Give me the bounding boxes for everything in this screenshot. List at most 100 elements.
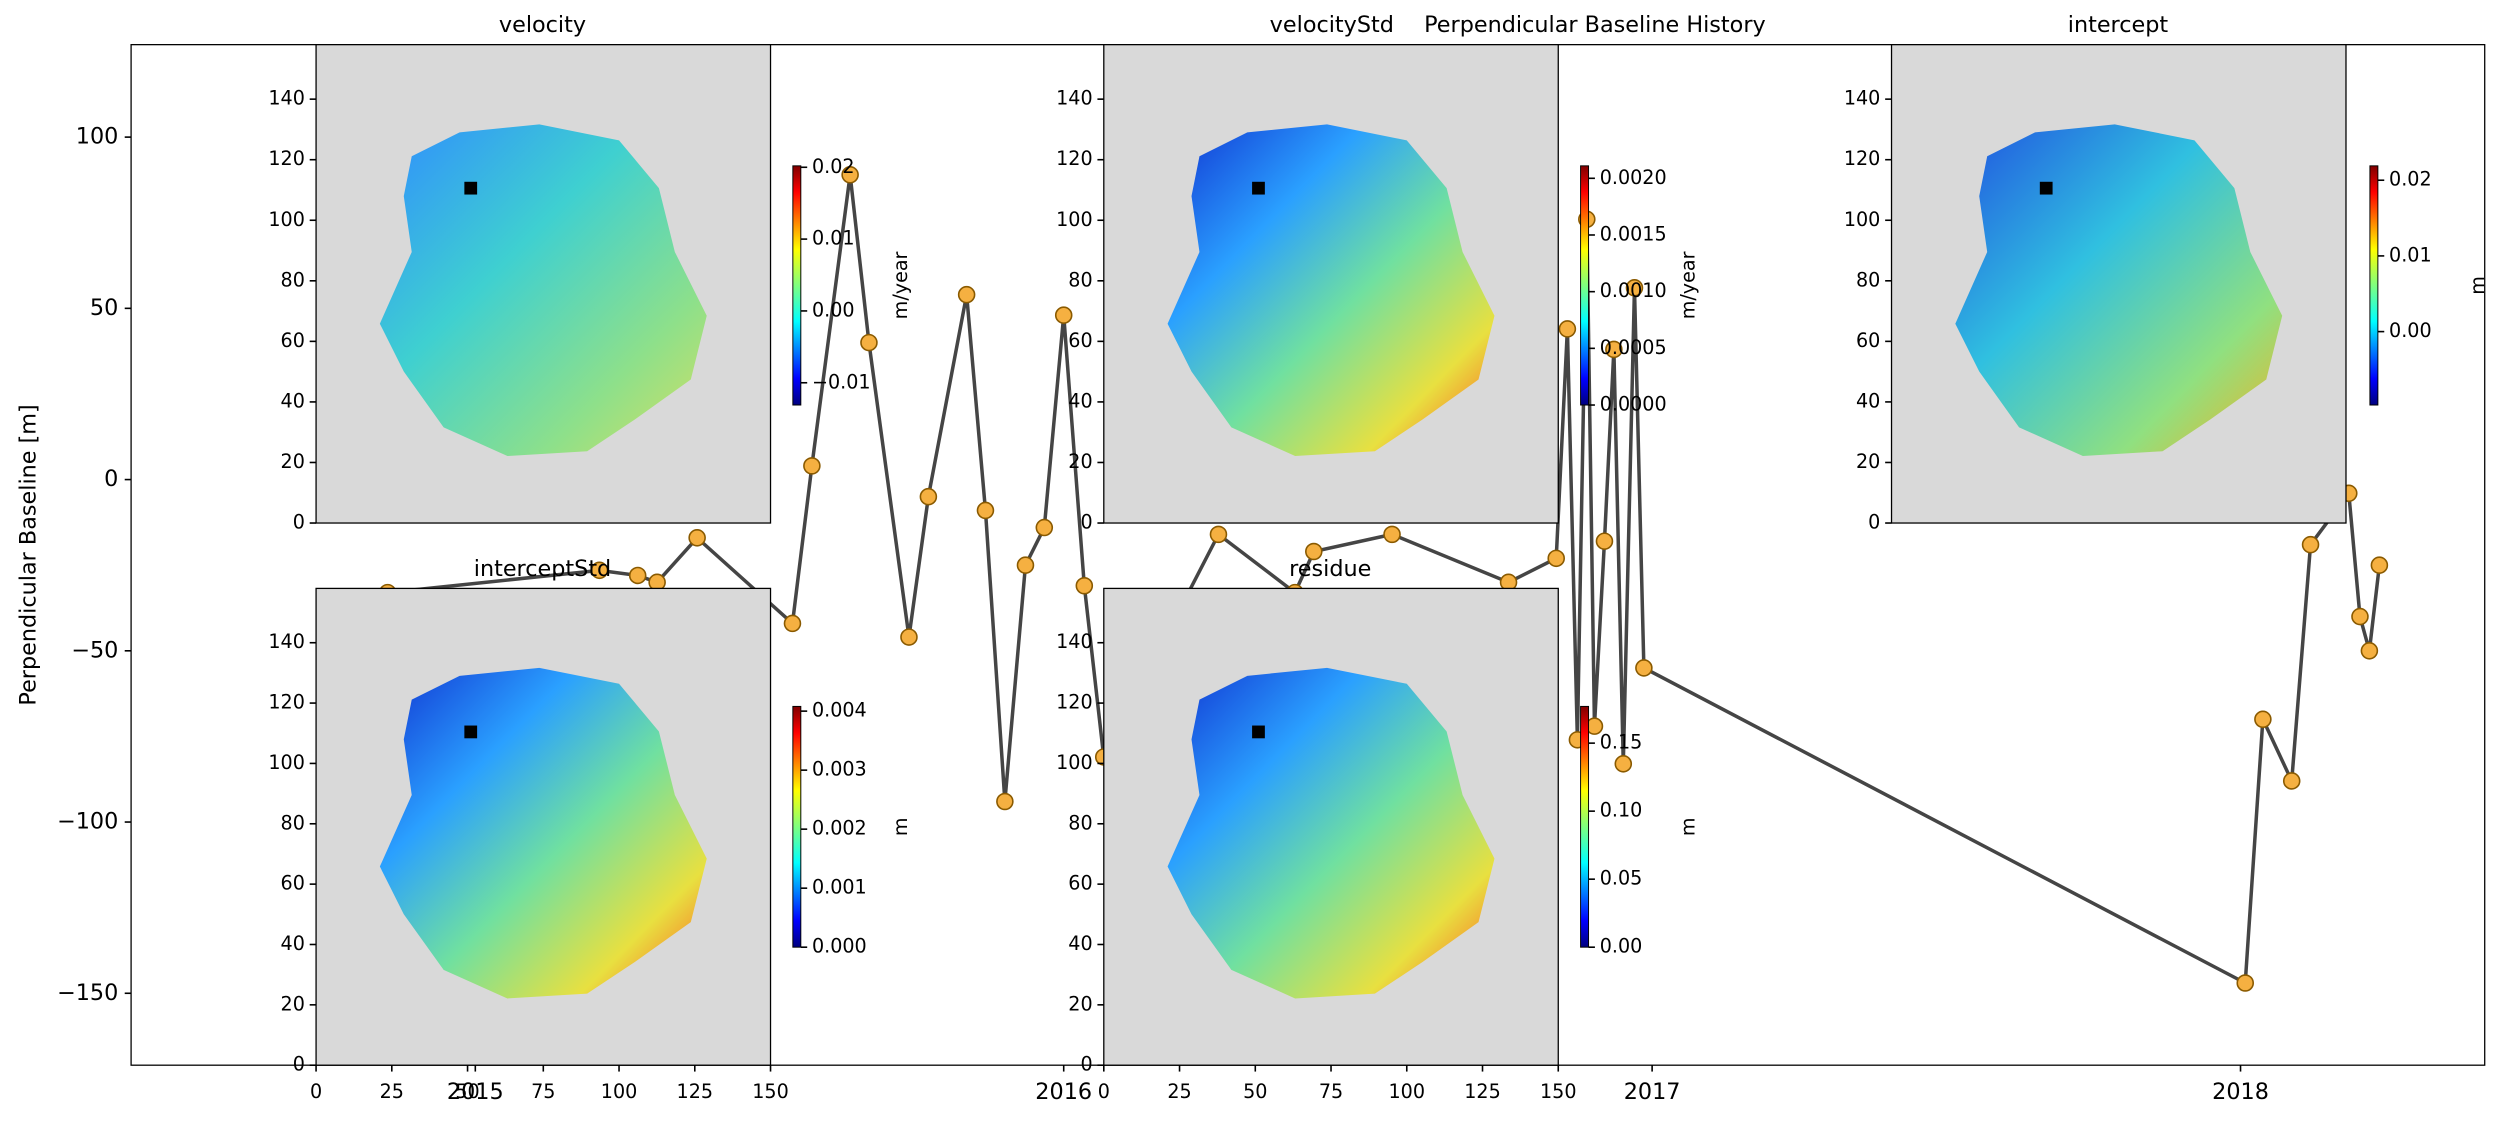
x-tick-label: 75 — [1319, 1080, 1343, 1103]
x-tick-label: 0 — [310, 1080, 322, 1103]
y-tick-label: 0 — [1080, 1053, 1092, 1076]
acquisition-point — [1547, 549, 1565, 568]
y-tick-label: −100 — [57, 809, 118, 835]
y-tick-label: 80 — [281, 268, 305, 291]
y-tick-label: 100 — [1056, 751, 1093, 774]
reference-pixel — [2039, 181, 2053, 195]
x-tick-label: 2016 — [1035, 1079, 1092, 1105]
y-tick-label: 0 — [293, 1053, 305, 1076]
x-tick-label: 2015 — [447, 1079, 504, 1105]
acquisition-point — [2254, 710, 2272, 729]
y-tick-label: 120 — [1056, 691, 1093, 714]
acquisition-point — [688, 529, 706, 547]
acquisition-point — [1605, 340, 1623, 359]
x-tick-label: 50 — [1243, 1080, 1267, 1103]
y-tick-label: 100 — [268, 208, 305, 231]
colorbar-tick-label: 0.00 — [812, 298, 855, 321]
acquisition-point — [841, 166, 859, 184]
acquisition-point — [2236, 974, 2255, 992]
panel-title: interceptStd — [474, 556, 611, 582]
y-tick-label: 40 — [281, 932, 305, 955]
y-tick-label: 50 — [90, 295, 118, 321]
acquisition-point — [957, 285, 976, 304]
panel-title: velocity — [499, 12, 586, 38]
reference-pixel — [1252, 725, 1265, 739]
x-tick-label: 25 — [380, 1080, 404, 1103]
acquisition-point — [1035, 518, 1054, 537]
colorbar-tick-label: 0.00 — [2389, 319, 2432, 342]
acquisition-point — [1305, 542, 1323, 561]
y-tick-label: 40 — [281, 389, 305, 412]
x-tick-label: 100 — [1389, 1080, 1426, 1103]
acquisition-point — [2351, 607, 2369, 626]
y-tick-label: 60 — [1068, 329, 1092, 352]
colorbar — [1580, 165, 1590, 406]
y-tick-label: 100 — [1056, 208, 1093, 231]
acquisition-point — [900, 628, 918, 646]
x-tick-label: 0 — [1098, 1080, 1110, 1103]
y-tick-label: 80 — [1068, 811, 1092, 834]
image-island — [1167, 667, 1495, 999]
acquisition-point — [2301, 535, 2320, 554]
colorbar-tick-label: −0.01 — [812, 370, 871, 393]
y-tick-label: −50 — [71, 637, 118, 663]
acquisition-point — [628, 566, 647, 585]
y-tick-label: −150 — [57, 980, 118, 1006]
x-tick-label: 125 — [677, 1080, 714, 1103]
y-tick-label: 140 — [268, 630, 305, 653]
acquisition-point — [1016, 556, 1035, 574]
colorbar-tick-label: 0.001 — [812, 876, 867, 899]
image-island — [1955, 124, 2283, 457]
y-tick-label: 20 — [1068, 450, 1092, 473]
y-tick-label: 0 — [104, 466, 118, 492]
y-tick-label: 20 — [281, 992, 305, 1015]
reference-pixel — [464, 181, 478, 195]
baseline-line — [387, 174, 2382, 986]
y-tick-label: 120 — [268, 691, 305, 714]
y-tick-label: 40 — [1068, 932, 1092, 955]
acquisition-point — [783, 614, 802, 633]
acquisition-point — [1054, 306, 1073, 324]
colorbar-label: m/year — [1677, 251, 1700, 319]
y-tick-label: 20 — [1856, 450, 1880, 473]
colorbar-tick-label: 0.002 — [812, 817, 867, 840]
acquisition-point — [803, 457, 821, 475]
y-tick-label: 100 — [1844, 208, 1881, 231]
colorbar-tick-label: 0.01 — [812, 227, 855, 250]
x-tick-label: 25 — [1167, 1080, 1191, 1103]
acquisition-point — [1635, 659, 1653, 677]
acquisition-point — [1595, 532, 1614, 550]
colorbar-label: m — [889, 817, 912, 836]
y-axis-label: Perpendicular Baseline [m] — [16, 404, 42, 705]
y-tick-label: 140 — [1844, 87, 1881, 110]
colorbar — [792, 705, 802, 948]
acquisition-point — [1614, 755, 1633, 773]
colorbar-label: m — [2466, 276, 2489, 295]
colorbar-tick-label: 0.0010 — [1600, 279, 1667, 302]
y-tick-label: 40 — [1068, 389, 1092, 412]
y-tick-label: 120 — [268, 147, 305, 170]
colorbar-tick-label: 0.003 — [812, 758, 867, 781]
colorbar-label: m/year — [889, 251, 912, 319]
panel-title: intercept — [2068, 12, 2169, 38]
colorbar-tick-label: 0.15 — [1600, 731, 1643, 754]
y-tick-label: 60 — [281, 872, 305, 895]
y-tick-label: 80 — [1068, 268, 1092, 291]
panel-title: residue — [1289, 556, 1371, 582]
y-tick-label: 40 — [1856, 389, 1880, 412]
acquisition-point — [1209, 525, 1228, 544]
colorbar — [1580, 705, 1590, 948]
acquisition-point — [976, 501, 995, 520]
image-island — [1167, 124, 1495, 457]
y-tick-label: 100 — [76, 124, 119, 150]
y-tick-label: 140 — [268, 87, 305, 110]
colorbar-tick-label: 0.0000 — [1600, 393, 1667, 416]
y-tick-label: 0 — [1080, 511, 1092, 534]
y-tick-label: 60 — [1856, 329, 1880, 352]
y-tick-label: 120 — [1844, 147, 1881, 170]
x-tick-label: 2018 — [2212, 1079, 2269, 1105]
reference-pixel — [1252, 181, 1265, 195]
acquisition-point — [2360, 642, 2379, 660]
x-tick-label: 125 — [1464, 1080, 1501, 1103]
